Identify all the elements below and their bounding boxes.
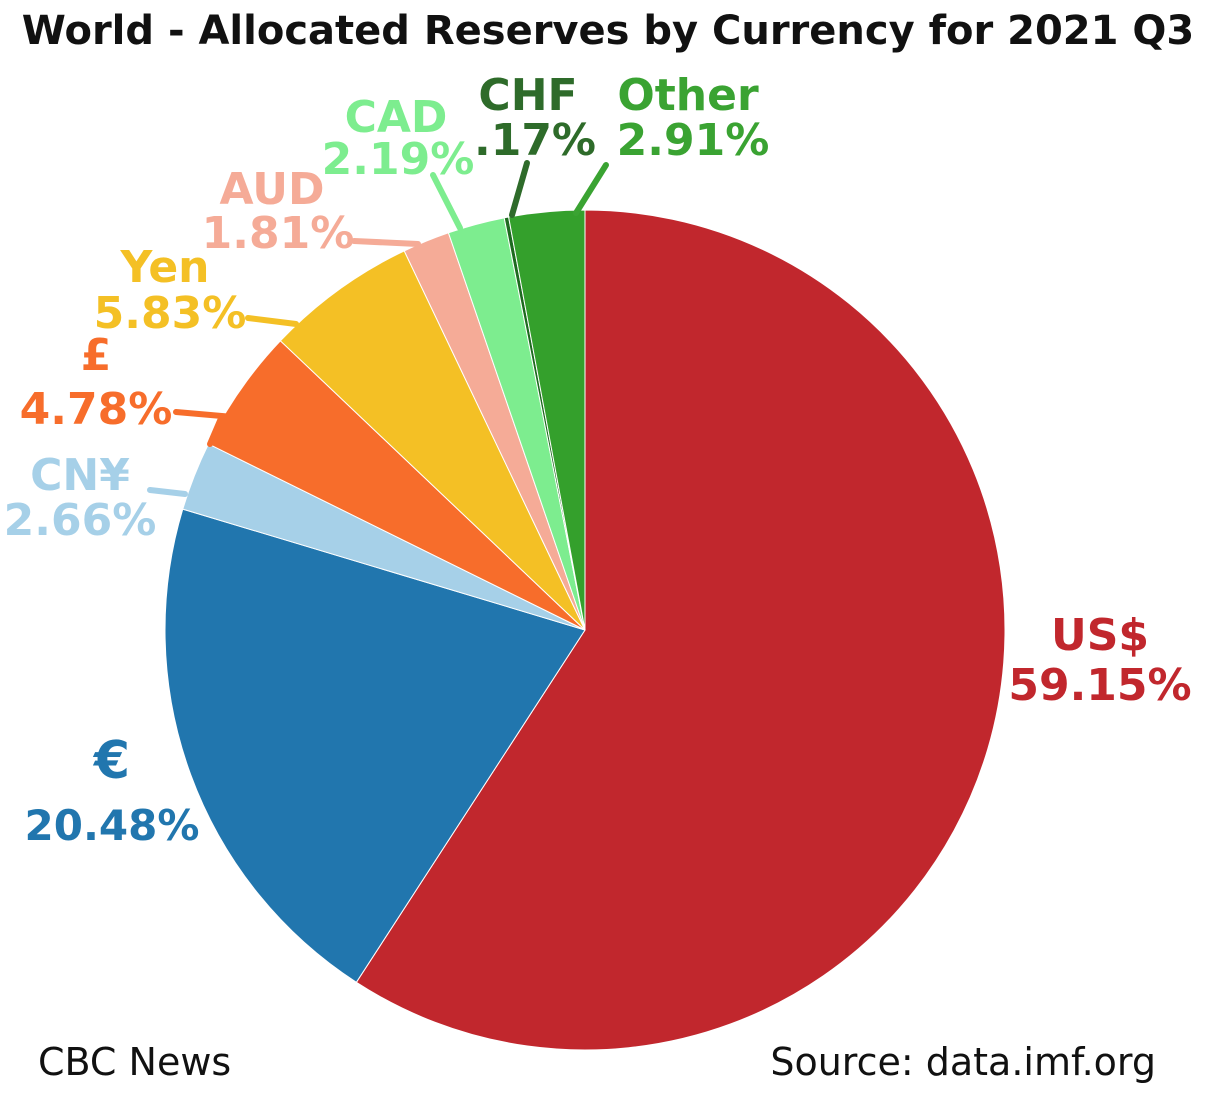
pie-slice-1 [164, 508, 586, 984]
slice-label-1: € [93, 731, 130, 791]
slice-label-6: CAD [345, 92, 448, 143]
slice-label-0: US$ [1051, 610, 1149, 661]
slice-value-5: 1.81% [202, 208, 355, 259]
slice-label-8: Other [617, 70, 759, 121]
slice-label-5: AUD [220, 164, 325, 215]
leader-line-6 [430, 172, 463, 231]
pie-slice-8 [508, 209, 586, 631]
leader-line-5 [351, 238, 421, 247]
leader-line-7 [509, 160, 530, 218]
leader-line-3 [173, 409, 227, 447]
slice-value-4: 5.83% [94, 288, 247, 339]
slice-value-0: 59.15% [1008, 660, 1191, 711]
pie-slice-4 [279, 250, 586, 631]
slice-value-1: 20.48% [25, 801, 200, 850]
slice-label-2: CN¥ [30, 450, 130, 501]
leader-line-2 [147, 487, 188, 497]
leader-line-4 [245, 315, 299, 327]
pie-slice-0 [355, 209, 1006, 1051]
slice-value-7: .17% [474, 115, 596, 166]
source-text: Source: data.imf.org [770, 1040, 1156, 1084]
slice-label-3: £ [81, 330, 112, 381]
slice-value-8: 2.91% [617, 115, 770, 166]
slice-label-7: CHF [478, 70, 577, 121]
chart-title: World - Allocated Reserves by Currency f… [21, 8, 1195, 54]
slice-value-2: 2.66% [4, 495, 157, 546]
slice-value-3: 4.78% [20, 384, 173, 435]
leader-line-8 [573, 162, 609, 216]
slice-value-6: 2.19% [322, 134, 475, 185]
credit-text: CBC News [38, 1040, 232, 1084]
slice-label-4: Yen [120, 242, 210, 293]
